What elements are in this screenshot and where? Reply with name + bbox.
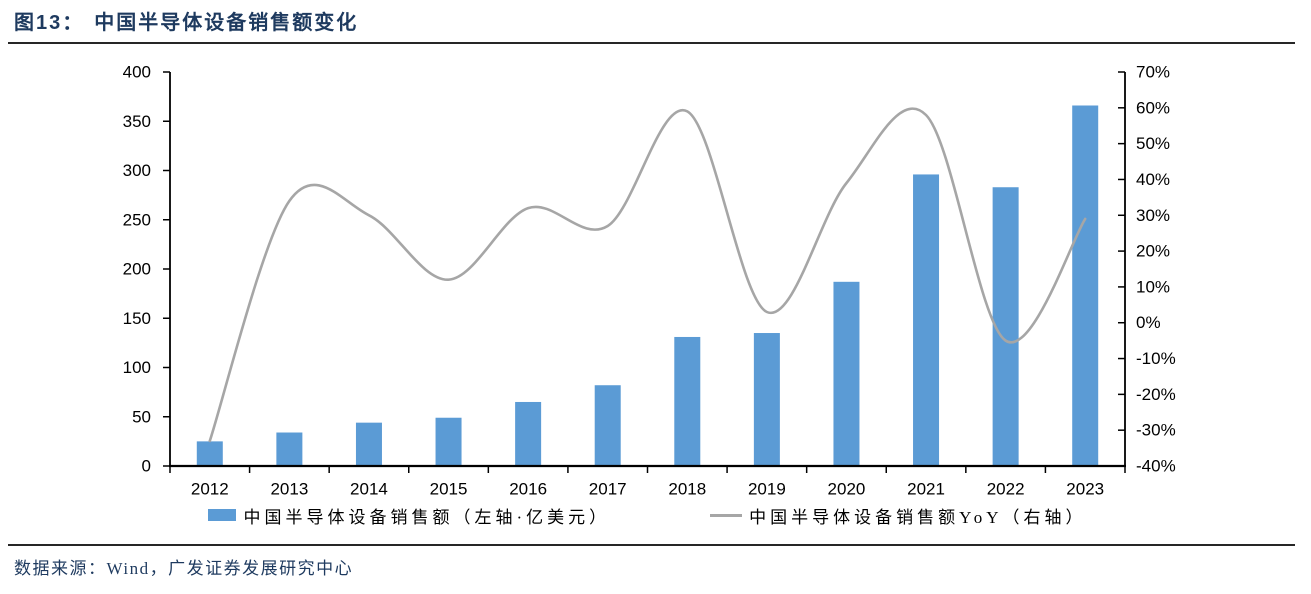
right-tick-label: 70% <box>1136 63 1170 82</box>
right-tick-label: 60% <box>1136 98 1170 117</box>
bar-2014 <box>355 422 382 466</box>
chart-legend: 中国半导体设备销售额（左轴·亿美元） 中国半导体设备销售额YoY（右轴） <box>170 502 1125 528</box>
legend-line-swatch <box>710 513 743 517</box>
bar-2020 <box>833 281 860 466</box>
x-tick-label: 2019 <box>748 480 786 499</box>
right-tick-label: -40% <box>1136 457 1176 476</box>
left-tick-label: 250 <box>123 210 151 229</box>
left-tick-label: 200 <box>123 260 151 279</box>
left-tick-label: 50 <box>132 407 151 426</box>
left-tick-label: 350 <box>123 112 151 131</box>
bar-2019 <box>753 333 780 466</box>
data-source: 数据来源：Wind，广发证券发展研究中心 <box>14 559 354 578</box>
legend-line-label: 中国半导体设备销售额YoY（右轴） <box>749 507 1087 527</box>
x-tick-label: 2014 <box>350 480 388 499</box>
title-divider <box>8 42 1295 44</box>
x-tick-label: 2023 <box>1066 480 1104 499</box>
left-tick-label: 100 <box>123 358 151 377</box>
legend-bar-label: 中国半导体设备销售额（左轴·亿美元） <box>243 507 611 527</box>
bar-2016 <box>515 401 542 466</box>
figure-title: 图13： 中国半导体设备销售额变化 <box>14 6 358 35</box>
x-tick-label: 2016 <box>509 480 547 499</box>
figure-label: 图13： <box>14 12 85 34</box>
right-tick-label: -20% <box>1136 385 1176 404</box>
bar-2022 <box>992 187 1019 466</box>
left-tick-label: 150 <box>123 309 151 328</box>
bar-2015 <box>435 417 462 466</box>
bar-2017 <box>594 385 621 466</box>
right-tick-label: 40% <box>1136 170 1170 189</box>
left-tick-label: 0 <box>142 457 151 476</box>
right-tick-label: 10% <box>1136 277 1170 296</box>
legend-item-sales: 中国半导体设备销售额（左轴·亿美元） <box>208 503 610 528</box>
right-tick-label: -30% <box>1136 421 1176 440</box>
left-tick-label: 400 <box>123 63 151 82</box>
yoy-line <box>208 107 1087 443</box>
right-tick-label: 30% <box>1136 206 1170 225</box>
x-tick-label: 2012 <box>191 480 229 499</box>
x-tick-label: 2013 <box>270 480 308 499</box>
x-tick-label: 2022 <box>987 480 1025 499</box>
x-tick-label: 2017 <box>589 480 627 499</box>
bar-2012 <box>196 441 223 466</box>
legend-bar-swatch <box>208 509 237 521</box>
bar-2013 <box>276 432 303 466</box>
legend-item-yoy: 中国半导体设备销售额YoY（右轴） <box>710 503 1086 528</box>
right-tick-label: 0% <box>1136 313 1161 332</box>
right-tick-label: 20% <box>1136 242 1170 261</box>
bar-2023 <box>1072 105 1099 467</box>
right-tick-label: -10% <box>1136 349 1176 368</box>
bar-2021 <box>913 174 940 466</box>
x-tick-label: 2020 <box>828 480 866 499</box>
right-tick-label: 50% <box>1136 134 1170 153</box>
figure-title-text: 中国半导体设备销售额变化 <box>94 12 359 34</box>
x-tick-label: 2015 <box>430 480 468 499</box>
bar-2018 <box>674 336 701 466</box>
x-tick-label: 2018 <box>668 480 706 499</box>
left-tick-label: 300 <box>123 161 151 180</box>
x-tick-label: 2021 <box>907 480 945 499</box>
footer-divider <box>8 544 1295 546</box>
